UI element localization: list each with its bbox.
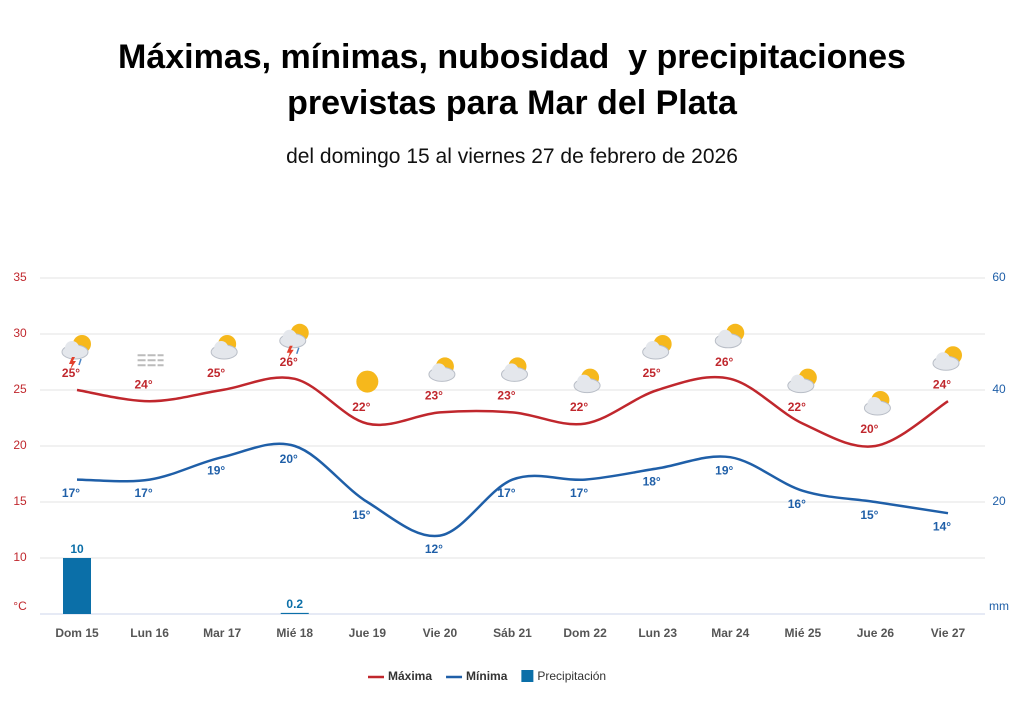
- sun: [356, 370, 379, 393]
- weather-icon: [210, 335, 238, 360]
- y2-axis-unit: mm: [989, 599, 1009, 613]
- x-tick-label: Lun 16: [130, 626, 169, 640]
- y2-tick-label: 60: [992, 270, 1006, 284]
- value-label: 26°: [715, 355, 733, 369]
- weather-icon: [279, 323, 309, 359]
- legend-swatch: [521, 670, 534, 682]
- weather-icon: [932, 346, 962, 371]
- value-label: 19°: [715, 463, 733, 477]
- value-label: 12°: [425, 542, 443, 556]
- y-tick-label: 30: [13, 326, 27, 340]
- cloud: [504, 363, 519, 378]
- value-label: 22°: [788, 400, 806, 414]
- rain: [296, 347, 300, 355]
- value-label: 20°: [280, 452, 298, 466]
- chart-title: Máximas, mínimas, nubosidad y precipitac…: [118, 38, 916, 122]
- precip-label: 10: [70, 542, 84, 556]
- legend-label: Mínima: [466, 669, 508, 683]
- x-tick-label: Mié 18: [276, 626, 313, 640]
- x-tick-label: Vie 27: [931, 626, 966, 640]
- value-label: 23°: [497, 389, 515, 403]
- value-label: 14°: [933, 519, 951, 533]
- value-label: 22°: [352, 400, 370, 414]
- value-label: 18°: [643, 475, 661, 489]
- y2-tick-label: 20: [992, 494, 1006, 508]
- y-tick-label: 35: [13, 270, 27, 284]
- value-label: 25°: [62, 366, 80, 380]
- chart-subtitle: del domingo 15 al viernes 27 de febrero …: [286, 145, 738, 168]
- x-tick-label: Jue 26: [857, 626, 895, 640]
- lightning: [69, 357, 76, 370]
- weather-icon: [501, 357, 528, 382]
- cloud: [431, 363, 446, 378]
- legend-label: Precipitación: [537, 669, 606, 683]
- weather-icon: [356, 370, 379, 393]
- weather-icon: [642, 335, 672, 360]
- cloud: [65, 341, 79, 355]
- x-tick-label: Mié 25: [784, 626, 821, 640]
- precip-bar: [280, 612, 309, 614]
- value-label: 17°: [570, 486, 588, 500]
- series-line: [76, 442, 949, 538]
- value-label: 15°: [860, 508, 878, 522]
- cloud: [936, 352, 950, 367]
- weather-icon: [61, 335, 91, 370]
- value-label: 17°: [497, 486, 515, 500]
- precip-label: 0.2: [286, 597, 303, 611]
- weather-icon: [787, 368, 817, 394]
- legend-label: Máxima: [388, 669, 432, 683]
- y-tick-label: 10: [13, 550, 27, 564]
- weather-icon: [573, 368, 601, 394]
- cloud: [577, 374, 592, 389]
- x-tick-label: Vie 20: [423, 626, 458, 640]
- x-tick-label: Jue 19: [349, 626, 387, 640]
- x-tick-label: Sáb 21: [493, 626, 532, 640]
- value-label: 24°: [135, 377, 153, 391]
- x-tick-label: Dom 15: [55, 626, 99, 640]
- weather-icon: [714, 323, 745, 349]
- value-label: 19°: [207, 463, 225, 477]
- cloud: [790, 374, 805, 389]
- y-tick-label: 15: [13, 494, 27, 508]
- lightning: [286, 345, 294, 359]
- cloud: [282, 329, 297, 344]
- y-tick-label: 25: [13, 382, 27, 396]
- value-label: 23°: [425, 389, 443, 403]
- cloud: [214, 341, 229, 355]
- rain: [78, 358, 82, 366]
- weather-icon: [428, 357, 456, 382]
- value-label: 22°: [570, 400, 588, 414]
- value-label: 15°: [352, 508, 370, 522]
- y-tick-label: 20: [13, 438, 27, 452]
- cloud: [867, 397, 882, 411]
- weather-icon: [137, 354, 164, 367]
- value-label: 20°: [860, 422, 878, 436]
- value-label: 17°: [62, 486, 80, 500]
- x-tick-label: Mar 17: [203, 626, 241, 640]
- series-line: [76, 375, 949, 448]
- weather-icon: [863, 391, 891, 416]
- value-label: 26°: [280, 355, 298, 369]
- value-label: 25°: [207, 366, 225, 380]
- value-label: 16°: [788, 497, 806, 511]
- value-label: 25°: [643, 366, 661, 380]
- y-axis-unit: °C: [13, 599, 27, 613]
- x-tick-label: Mar 24: [711, 626, 749, 640]
- precip-bar: [63, 558, 91, 614]
- y2-tick-label: 40: [992, 382, 1006, 396]
- x-tick-label: Lun 23: [638, 626, 677, 640]
- value-label: 24°: [933, 377, 951, 391]
- x-tick-label: Dom 22: [563, 626, 607, 640]
- cloud: [645, 341, 660, 355]
- value-label: 17°: [135, 486, 153, 500]
- cloud: [718, 329, 733, 344]
